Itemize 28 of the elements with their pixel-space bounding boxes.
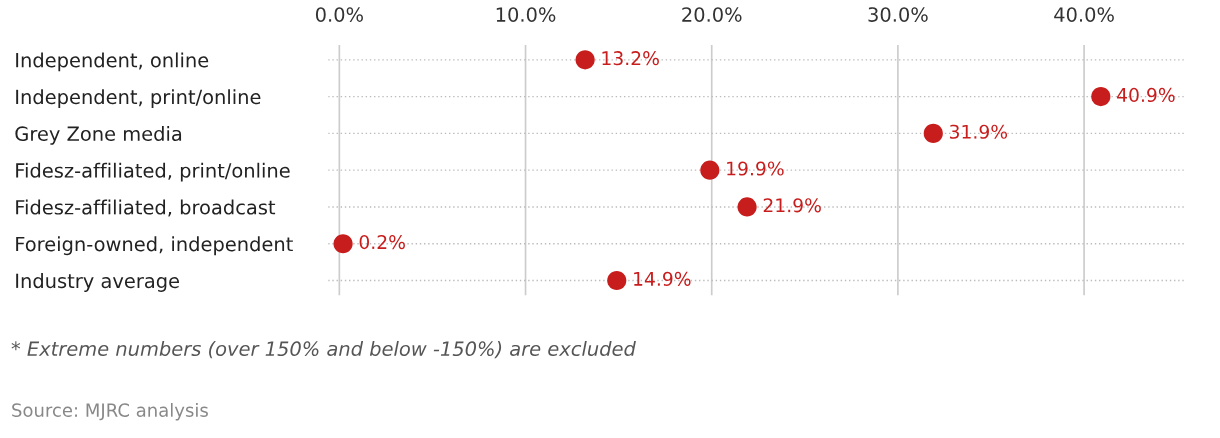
- data-label: 40.9%: [1117, 87, 1175, 103]
- x-tick-label: 0.0%: [315, 7, 363, 22]
- x-tick-label: 20.0%: [682, 7, 742, 22]
- point: [575, 50, 595, 70]
- x-tick-label: 10.0%: [496, 7, 556, 22]
- y-tick-label: Grey Zone media: [15, 126, 182, 145]
- point: [923, 123, 943, 143]
- data-label: 13.2%: [602, 51, 659, 66]
- y-tick-label: Foreign-owned, independent: [16, 236, 293, 256]
- data-label: 0.2%: [359, 234, 405, 250]
- data-label: 19.9%: [727, 161, 784, 176]
- y-tick-label: Industry average: [16, 273, 180, 292]
- point: [737, 197, 757, 217]
- source-note: Source: MJRC analysis: [12, 402, 208, 421]
- data-label: 14.9%: [634, 271, 691, 286]
- text: * Extreme numbers (over 150% and below -150%) are excluded: [11, 340, 636, 359]
- x-tick-label: 30.0%: [868, 7, 928, 22]
- data-label: 21.9%: [763, 198, 821, 213]
- point: [607, 270, 627, 291]
- data-label: 31.9%: [949, 124, 1008, 139]
- x-tick-label: 40.0%: [1054, 7, 1114, 22]
- point: [700, 160, 720, 180]
- y-tick-label: Independent, print/online: [16, 89, 261, 109]
- point: [1091, 87, 1111, 107]
- y-tick-label: Fidesz-affiliated, print/online: [16, 162, 290, 182]
- y-tick-label: Independent, online: [16, 52, 209, 72]
- point: [333, 234, 353, 254]
- y-tick-label: Fidesz-affiliated, broadcast: [16, 199, 276, 217]
